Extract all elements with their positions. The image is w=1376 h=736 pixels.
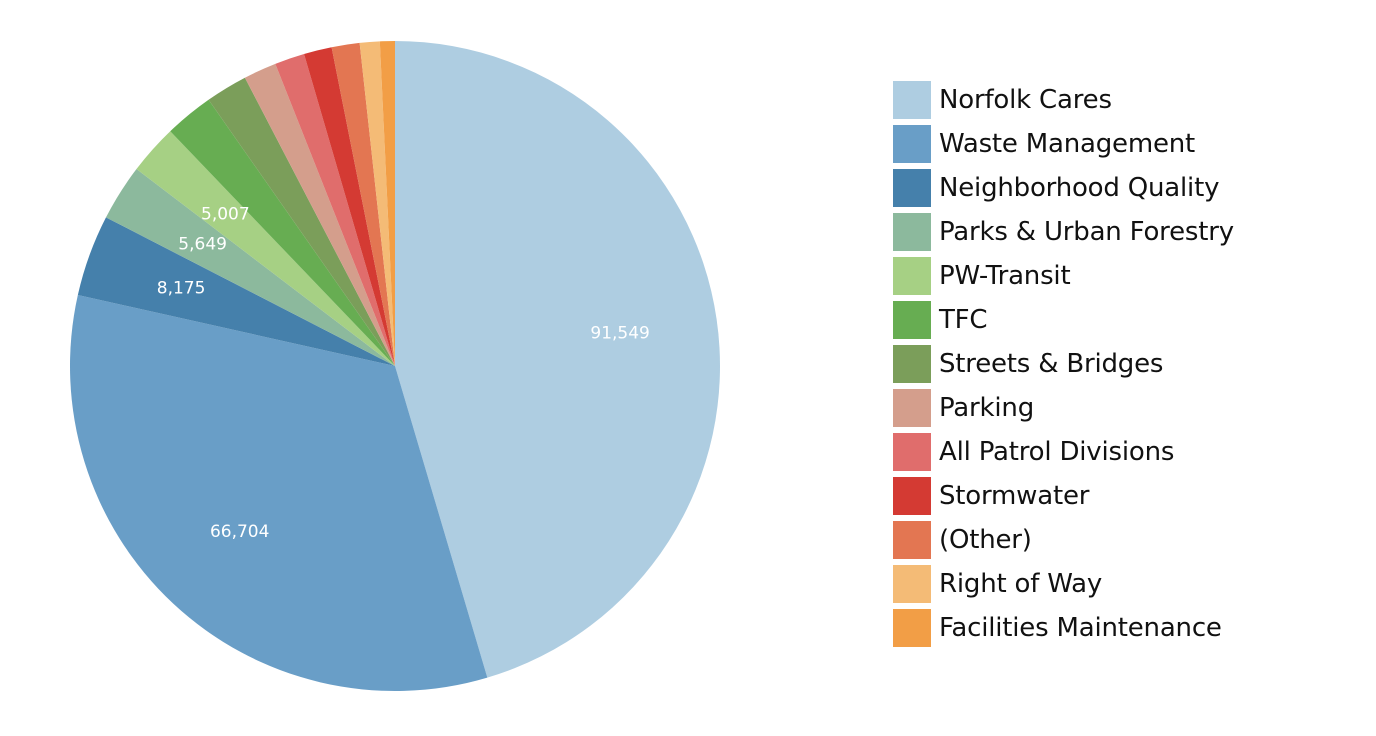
- legend-label: Parks & Urban Forestry: [939, 217, 1234, 247]
- legend-label: Norfolk Cares: [939, 85, 1112, 115]
- legend-swatch: [893, 609, 931, 647]
- legend-item-neighborhood-quality: Neighborhood Quality: [893, 166, 1234, 210]
- slice-value-label-pw-transit: 5,007: [201, 204, 250, 224]
- legend-item-parks-urban-forestry: Parks & Urban Forestry: [893, 210, 1234, 254]
- legend-swatch: [893, 477, 931, 515]
- legend-item-all-patrol-divisions: All Patrol Divisions: [893, 430, 1234, 474]
- legend-label: TFC: [939, 305, 988, 335]
- pie-slice-norfolk-cares: [395, 41, 720, 678]
- pie-slice-tfc: [170, 99, 395, 367]
- pie-slice-waste-management: [70, 295, 488, 691]
- pie-slice-facilities-maintenance: [379, 41, 395, 366]
- legend-swatch: [893, 345, 931, 383]
- legend-item-norfolk-cares: Norfolk Cares: [893, 78, 1234, 122]
- legend-label: Parking: [939, 393, 1034, 423]
- legend-item-streets-bridges: Streets & Bridges: [893, 342, 1234, 386]
- legend-swatch: [893, 521, 931, 559]
- legend-item-tfc: TFC: [893, 298, 1234, 342]
- legend-swatch: [893, 81, 931, 119]
- legend-label: Streets & Bridges: [939, 349, 1164, 379]
- legend-item-parking: Parking: [893, 386, 1234, 430]
- slice-value-label-neighborhood-quality: 8,175: [157, 279, 206, 299]
- slice-value-label-waste-management: 66,704: [210, 522, 269, 542]
- legend-swatch: [893, 389, 931, 427]
- pie-slice-parks-urban-forestry: [105, 169, 395, 366]
- legend-item-facilities-maintenance: Facilities Maintenance: [893, 606, 1234, 650]
- legend-swatch: [893, 301, 931, 339]
- pie-slice-pw-transit: [136, 131, 396, 366]
- legend-item-right-of-way: Right of Way: [893, 562, 1234, 606]
- pie-slice-all-patrol-divisions: [275, 53, 395, 367]
- pie-slice-parking: [244, 63, 395, 367]
- legend-item-waste-management: Waste Management: [893, 122, 1234, 166]
- legend-swatch: [893, 433, 931, 471]
- legend-swatch: [893, 213, 931, 251]
- legend-label: Right of Way: [939, 569, 1103, 599]
- legend-swatch: [893, 257, 931, 295]
- pie-slice-stormwater: [304, 47, 395, 366]
- pie-slice-streets-bridges: [208, 77, 395, 366]
- pie-slices: [70, 41, 720, 691]
- chart-legend: Norfolk Cares Waste Management Neighborhoo…: [893, 78, 1234, 650]
- pie-slice-labels: 91,549 66,704 8,175 5,649 5,007: [157, 204, 650, 542]
- legend-label: PW-Transit: [939, 261, 1071, 291]
- legend-label: Neighborhood Quality: [939, 173, 1220, 203]
- legend-item-other: (Other): [893, 518, 1234, 562]
- legend-item-stormwater: Stormwater: [893, 474, 1234, 518]
- legend-label: Waste Management: [939, 129, 1196, 159]
- legend-item-pw-transit: PW-Transit: [893, 254, 1234, 298]
- legend-label: (Other): [939, 525, 1032, 555]
- legend-swatch: [893, 125, 931, 163]
- legend-label: Facilities Maintenance: [939, 613, 1222, 643]
- legend-swatch: [893, 169, 931, 207]
- slice-value-label-norfolk-cares: 91,549: [590, 323, 649, 343]
- slice-value-label-parks-urban-forestry: 5,649: [178, 235, 227, 255]
- pie-slice-other: [331, 42, 395, 366]
- pie-slice-neighborhood-quality: [77, 217, 395, 366]
- legend-label: Stormwater: [939, 481, 1090, 511]
- pie-slice-right-of-way: [359, 41, 395, 367]
- legend-swatch: [893, 565, 931, 603]
- legend-label: All Patrol Divisions: [939, 437, 1175, 467]
